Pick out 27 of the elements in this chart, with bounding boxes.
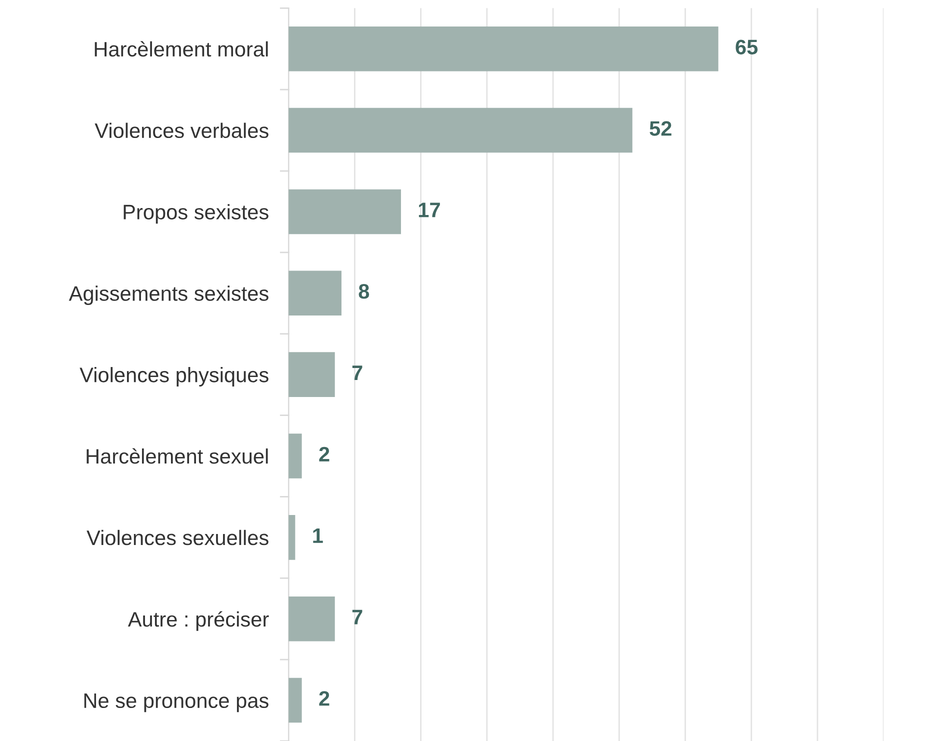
data-label: 2 xyxy=(319,446,330,462)
bar xyxy=(288,108,632,153)
data-label: 7 xyxy=(352,610,362,624)
y-tick-label: Violences verbales xyxy=(94,122,268,138)
bar xyxy=(288,352,335,397)
data-label: 17 xyxy=(418,202,440,218)
y-tick-label: Agissements sexistes xyxy=(68,286,268,306)
y-tick-label: Ne se prononce pas xyxy=(84,694,268,712)
data-label: 7 xyxy=(352,366,362,380)
data-label: 65 xyxy=(736,40,758,54)
bar xyxy=(288,26,718,72)
bar xyxy=(288,434,302,478)
y-tick-label: Harcèlement sexuel xyxy=(86,448,268,464)
y-tick-label: Autre : préciser xyxy=(128,611,269,631)
bar xyxy=(288,270,342,316)
data-label: 52 xyxy=(650,121,672,136)
y-tick-label: Violences physiques xyxy=(80,367,268,386)
bar xyxy=(288,189,401,234)
data-label: 1 xyxy=(313,528,323,543)
bar xyxy=(288,515,296,560)
data-label: 8 xyxy=(358,284,370,299)
bar xyxy=(288,596,335,642)
y-tick-label: Propos sexistes xyxy=(124,204,268,224)
y-tick-label: Harcèlement moral xyxy=(94,41,268,57)
y-tick-label: Violences sexuelles xyxy=(86,530,268,546)
bar xyxy=(288,678,302,723)
data-label: 2 xyxy=(319,691,330,706)
